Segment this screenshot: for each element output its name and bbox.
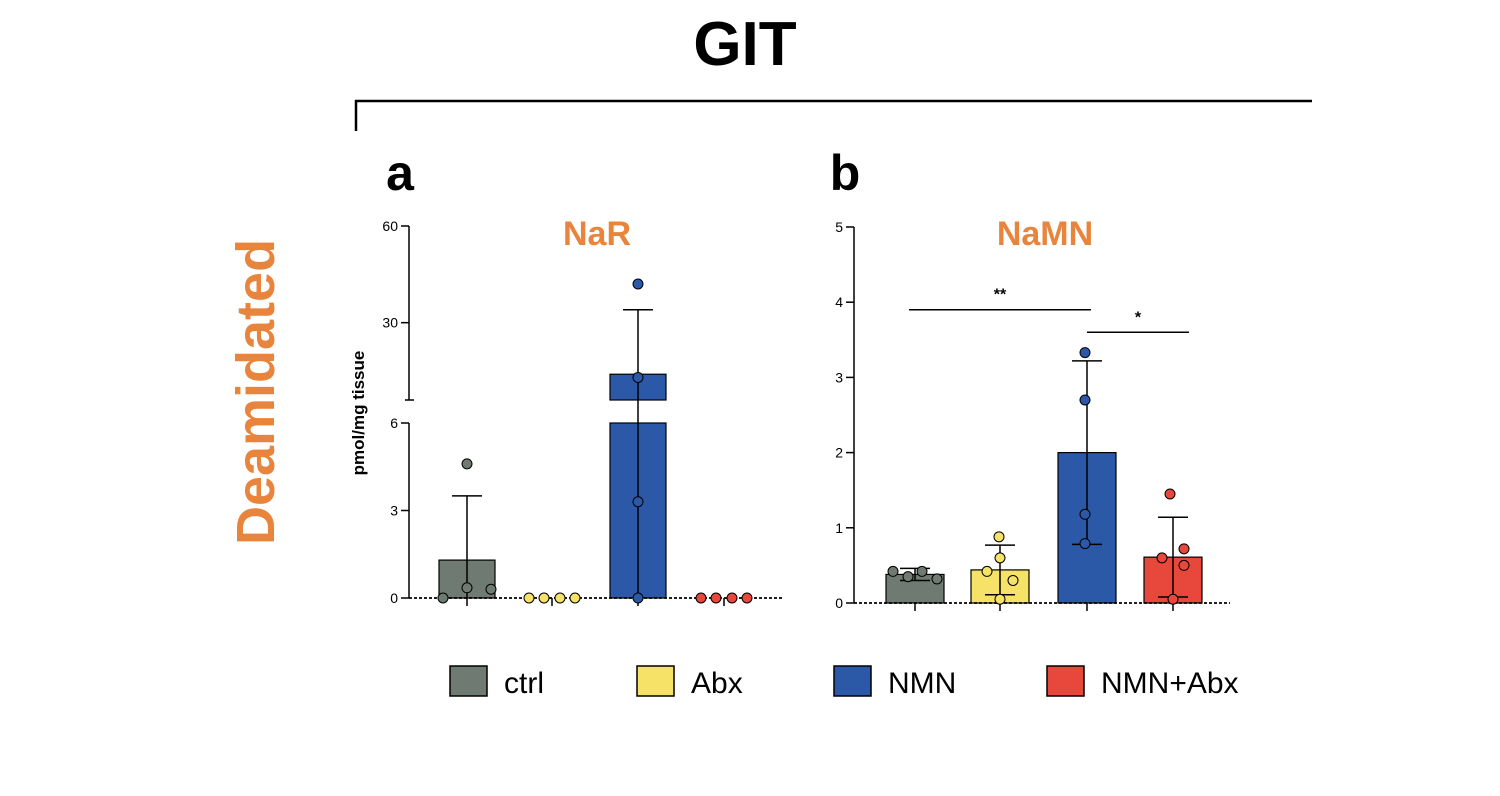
- data-point-nmn: [632, 371, 644, 383]
- y-tick-label: 2: [835, 445, 843, 461]
- data-point-nmn-abx: [726, 592, 738, 604]
- row-label: Deamidated: [226, 239, 286, 545]
- data-point-ctrl: [916, 565, 928, 577]
- legend-swatch-ctrl: [449, 665, 488, 697]
- panel-a-title: NaR: [563, 215, 631, 253]
- legend-label-abx: Abx: [691, 667, 743, 700]
- panel-letter-a: a: [386, 145, 415, 201]
- y-axis-label: pmol/mg tissue: [349, 351, 368, 476]
- data-point-nmn-abx: [695, 592, 707, 604]
- figure-header: GIT: [693, 10, 796, 79]
- data-point-abx: [994, 552, 1006, 564]
- panel-b-title: NaMN: [997, 215, 1093, 253]
- data-point-ctrl: [931, 573, 943, 585]
- data-point-nmn-abx: [1156, 552, 1168, 564]
- data-point-nmn-abx: [1178, 559, 1190, 571]
- data-point-abx: [1007, 574, 1019, 586]
- data-point-nmn: [1079, 347, 1091, 359]
- data-point-abx: [538, 592, 550, 604]
- data-point-abx: [523, 592, 535, 604]
- data-point-ctrl: [461, 582, 473, 594]
- y-tick-label: 0: [390, 590, 398, 606]
- data-point-ctrl: [887, 565, 899, 577]
- data-point-nmn-abx: [1164, 488, 1176, 500]
- data-point-nmn-abx: [1167, 593, 1179, 605]
- data-point-ctrl: [485, 583, 497, 595]
- data-point-nmn: [1079, 394, 1091, 406]
- data-point-nmn-abx: [710, 592, 722, 604]
- legend-swatch-nmn: [833, 665, 872, 697]
- y-tick-label: 4: [835, 294, 843, 310]
- data-point-abx: [994, 593, 1006, 605]
- y-tick-label: 3: [835, 369, 843, 385]
- y-tick-label: 3: [390, 503, 398, 519]
- data-point-nmn: [1079, 538, 1091, 550]
- y-tick-label: 30: [382, 315, 398, 331]
- data-point-nmn-abx: [741, 592, 753, 604]
- data-point-nmn: [632, 278, 644, 290]
- data-point-ctrl: [461, 458, 473, 470]
- legend-label-nmn: NMN: [888, 667, 956, 700]
- y-tick-label: 6: [390, 415, 398, 431]
- legend: ctrl Abx NMN NMN+Abx: [449, 665, 1239, 700]
- legend-swatch-nmn-abx: [1046, 665, 1085, 697]
- y-tick-label: 1: [835, 520, 843, 536]
- y-tick-label: 0: [835, 595, 843, 611]
- data-point-nmn: [1079, 508, 1091, 520]
- panel-letter-b: b: [830, 145, 861, 201]
- data-point-nmn: [632, 592, 644, 604]
- significance-label: **: [994, 287, 1007, 304]
- data-point-abx: [981, 565, 993, 577]
- data-point-ctrl: [902, 571, 914, 583]
- legend-label-ctrl: ctrl: [504, 667, 544, 700]
- data-point-abx: [554, 592, 566, 604]
- legend-label-nmn-abx: NMN+Abx: [1101, 667, 1239, 700]
- data-point-nmn-abx: [1178, 543, 1190, 555]
- panel-a-chart: 0 3 6 30 60: [382, 218, 782, 606]
- data-point-ctrl: [437, 592, 449, 604]
- data-point-nmn: [632, 496, 644, 508]
- y-tick-label: 5: [835, 219, 843, 235]
- data-point-abx: [569, 592, 581, 604]
- significance-label: *: [1135, 309, 1142, 326]
- legend-swatch-abx: [636, 665, 675, 697]
- y-tick-label: 60: [382, 218, 398, 234]
- data-point-abx: [993, 531, 1005, 543]
